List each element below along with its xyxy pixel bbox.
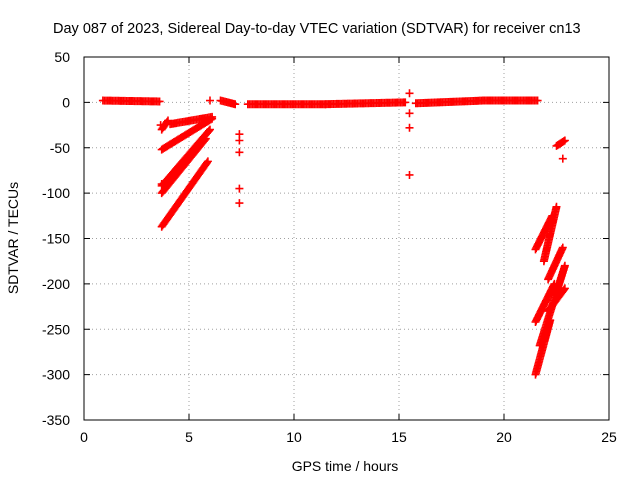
data-marker (203, 157, 212, 166)
data-marker (552, 202, 561, 211)
outlier-marker (405, 170, 414, 179)
y-tick-label: -150 (42, 231, 70, 247)
data-marker (559, 285, 568, 294)
x-tick-label: 15 (391, 429, 407, 445)
data-markers (98, 89, 569, 379)
data-marker (201, 134, 210, 143)
data-marker (533, 96, 542, 105)
outlier-marker (235, 184, 244, 193)
data-marker (202, 158, 211, 167)
x-axis-label: GPS time / hours (292, 458, 399, 474)
y-tick-label: -100 (42, 185, 70, 201)
y-tick-label: 50 (54, 49, 70, 65)
data-marker (560, 261, 569, 270)
data-marker (231, 100, 240, 109)
x-tick-label: 5 (185, 429, 193, 445)
data-marker (206, 125, 214, 134)
data-marker (560, 284, 569, 293)
outlier-marker (558, 154, 567, 163)
y-axis-label: SDTVAR / TECUs (5, 182, 21, 294)
y-tick-label: -300 (42, 367, 70, 383)
outlier-marker (235, 136, 244, 145)
outlier-marker (156, 121, 165, 130)
data-marker (155, 97, 164, 106)
outlier-marker (405, 109, 414, 118)
x-tick-label: 10 (286, 429, 302, 445)
x-tick-label: 20 (496, 429, 512, 445)
outlier-marker (235, 148, 244, 157)
y-tick-label: -200 (42, 276, 70, 292)
outlier-marker (405, 123, 414, 132)
y-tick-label: -250 (42, 321, 70, 337)
data-marker (558, 243, 567, 252)
y-tick-label: -350 (42, 412, 70, 428)
chart-title: Day 087 of 2023, Sidereal Day-to-day VTE… (53, 21, 581, 37)
outlier-marker (405, 89, 414, 98)
data-marker (401, 98, 410, 107)
data-marker (200, 135, 209, 144)
data-marker (208, 112, 217, 121)
grid-lines (84, 57, 609, 420)
outlier-marker (206, 96, 214, 105)
data-marker (560, 136, 569, 145)
data-marker (204, 126, 213, 135)
outlier-marker (157, 180, 166, 189)
y-tick-label: -50 (50, 140, 70, 156)
y-tick-label: 0 (62, 94, 70, 110)
x-tick-label: 0 (80, 429, 88, 445)
x-tick-label: 25 (601, 429, 617, 445)
outlier-marker (235, 199, 244, 208)
plot-frame (83, 56, 610, 421)
axis-ticks: 0 5 10 15 20 25 50 0 -50 -100 -150 -200 -250 -300 -350 (42, 49, 617, 445)
